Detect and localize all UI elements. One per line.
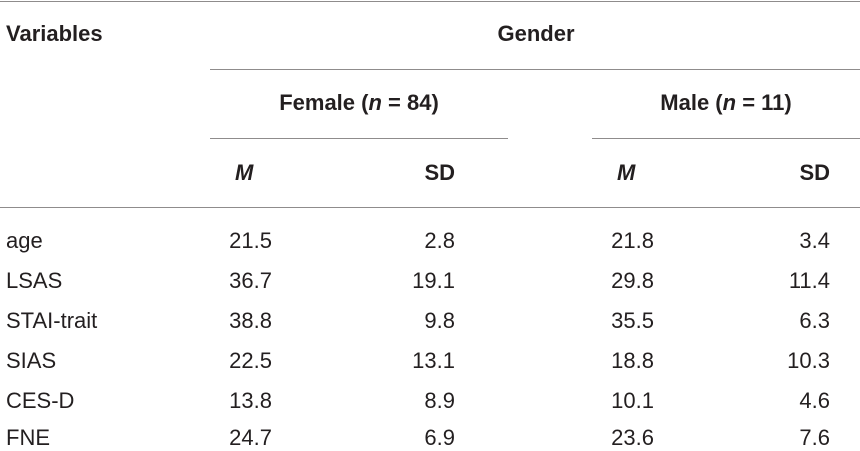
male-mean-cell: 35.5	[611, 308, 654, 333]
male-sd-cell: 7.6	[799, 425, 830, 450]
female-mean-cell: 38.8	[229, 308, 272, 333]
male-sd-cell: 11.4	[788, 268, 830, 293]
male-sd-cell: 6.3	[799, 308, 830, 333]
female-sd-cell: 6.9	[424, 425, 455, 450]
top-rule	[0, 1, 860, 2]
female-group-header: Female (n = 84)	[279, 90, 439, 115]
female-sd-cell: 19.1	[412, 268, 455, 293]
female-underline	[210, 138, 508, 139]
gender-underline	[210, 69, 860, 70]
female-sd-cell: 8.9	[424, 388, 455, 413]
female-mean-cell: 21.5	[229, 228, 272, 253]
row-variable: CES-D	[6, 388, 75, 413]
row-variable: SIAS	[6, 348, 57, 373]
male-sd-cell: 10.3	[787, 348, 830, 373]
female-mean-cell: 22.5	[229, 348, 272, 373]
male-group-header: Male (n = 11)	[660, 90, 792, 115]
male-mean-cell: 18.8	[611, 348, 654, 373]
female-sd-cell: 2.8	[424, 228, 455, 253]
row-variable: age	[6, 228, 43, 253]
male-sd-cell: 4.6	[799, 388, 830, 413]
header-bottom-rule	[0, 207, 860, 208]
male-mean-cell: 21.8	[611, 228, 654, 253]
female-sd-cell: 13.1	[412, 348, 455, 373]
female-sd-cell: 9.8	[424, 308, 455, 333]
male-underline	[592, 138, 860, 139]
male-sd-cell: 3.4	[799, 228, 830, 253]
female-sd-header: SD	[424, 160, 455, 185]
male-mean-header: M	[617, 160, 636, 185]
variables-header: Variables	[6, 21, 103, 46]
female-mean-cell: 36.7	[229, 268, 272, 293]
row-variable: STAI-trait	[6, 308, 98, 333]
male-mean-cell: 10.1	[611, 388, 654, 413]
male-sd-header: SD	[799, 160, 830, 185]
male-mean-cell: 29.8	[611, 268, 654, 293]
female-mean-header: M	[235, 160, 254, 185]
female-mean-cell: 24.7	[229, 425, 272, 450]
female-mean-cell: 13.8	[229, 388, 272, 413]
male-mean-cell: 23.6	[611, 425, 654, 450]
row-variable: FNE	[6, 425, 50, 450]
gender-header: Gender	[497, 21, 575, 46]
row-variable: LSAS	[6, 268, 63, 293]
